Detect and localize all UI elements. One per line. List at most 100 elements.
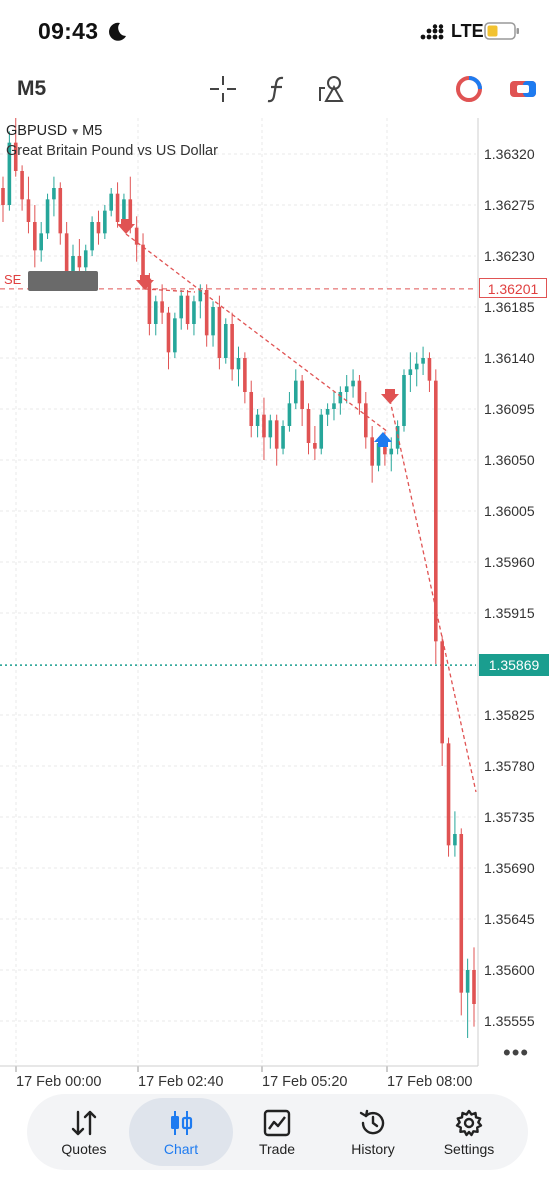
price-tick-label: 1.36185 [484,299,535,315]
candle-body [274,420,279,449]
sell-arrow-icon [117,219,135,234]
candle-body [351,380,355,387]
candle-body [128,199,133,228]
price-tick-label: 1.36140 [484,350,535,366]
indicators-icon[interactable] [263,74,293,104]
candle-body [306,409,311,443]
candle-body [389,448,394,455]
symbol-name: GBPUSD [6,123,68,139]
candle-body [453,834,457,846]
candle-body [52,188,56,200]
candle-body [268,420,273,438]
time-tick-label: 17 Feb 00:00 [16,1074,102,1090]
candle-body [402,375,406,426]
sell-line-label: SE [4,272,22,287]
bottom-navigation: Quotes Chart Trade History [27,1094,528,1170]
candle-body [332,403,336,409]
candle-body [166,312,171,353]
candle-body [408,369,413,375]
bid-price-tag: 1.35869 [479,654,549,676]
candle-body [300,380,304,409]
candle-body [58,188,63,234]
theme-icon[interactable] [454,74,484,104]
candle-body [109,193,114,211]
status-bar: 09:43 LTE [0,0,555,62]
candle-body [77,256,82,268]
nav-settings[interactable]: Settings [417,1098,521,1166]
candle-body [115,193,120,222]
price-tick-label: 1.36005 [484,503,535,519]
candle-body [344,386,349,392]
candle-body [281,426,285,449]
candle-body [173,318,177,353]
candle-body [103,210,107,234]
nav-settings-label: Settings [443,1141,495,1157]
candle-body [223,324,228,358]
price-tick-label: 1.35690 [484,860,535,876]
candle-body [427,358,432,381]
chart-canvas[interactable] [0,118,555,1098]
candle-body [1,188,5,205]
trade-line [125,233,389,433]
candle-body [262,414,266,438]
nav-quotes[interactable]: Quotes [32,1098,136,1166]
nav-trade-label: Trade [258,1141,296,1157]
candle-body [434,380,438,642]
price-tick-label: 1.35915 [484,605,535,621]
candle-body [414,363,419,370]
price-tick-label: 1.36230 [484,248,535,264]
nav-history-label: History [351,1141,395,1157]
candle-body [7,142,12,205]
candle-body [236,358,241,370]
chart-icon [171,1111,193,1135]
nav-chart[interactable]: Chart [129,1098,233,1166]
sell-arrow-icon [136,275,154,290]
trade-line [144,288,196,293]
price-tick-label: 1.35825 [484,707,535,723]
price-tick-label: 1.35600 [484,962,535,978]
crosshair-icon[interactable] [208,74,238,104]
candle-body [217,307,222,358]
nav-history[interactable]: History [321,1098,425,1166]
candle-body [319,414,324,449]
candle-body [160,301,164,313]
price-tick-label: 1.36095 [484,401,535,417]
candle-body [192,301,196,324]
more-options-icon[interactable]: ••• [503,1040,530,1065]
candle-body [376,443,381,466]
candle-body [71,256,75,273]
price-tick-label: 1.36050 [484,452,535,468]
price-tick-label: 1.36320 [484,146,535,162]
candle-body [383,443,387,455]
candle-body [243,358,247,392]
candle-body [363,403,368,438]
dropdown-arrow-icon: ▼ [70,127,81,138]
price-tick-label: 1.35645 [484,911,535,927]
candle-body [472,970,476,1004]
battery-icon [484,22,519,40]
candle-body [45,199,50,234]
timeframe-button[interactable]: M5 [17,77,47,100]
sell-price-tag: 1.36201 [479,278,547,298]
candle-body [20,171,24,200]
time-tick-label: 17 Feb 08:00 [387,1074,473,1090]
candle-body [421,358,425,364]
objects-icon[interactable] [317,74,347,104]
nav-trade[interactable]: Trade [225,1098,329,1166]
symbol-description: Great Britain Pound vs US Dollar [6,143,218,159]
candle-body [338,392,343,404]
candle-body [357,380,362,404]
symbol-timeframe: M5 [82,123,103,139]
quotes-icon [71,1110,97,1136]
sell-arrow-icon [381,389,399,404]
price-tick-label: 1.35960 [484,554,535,570]
candle-body [313,443,317,449]
candle-body [230,324,234,370]
price-tick-label: 1.35555 [484,1013,535,1029]
trade-toggle-icon[interactable] [508,74,538,104]
chart-symbol[interactable]: GBPUSD ▼ M5 [6,123,102,139]
price-chart[interactable] [0,118,555,1098]
moon-icon [109,22,126,41]
price-tick-label: 1.35735 [484,809,535,825]
nav-quotes-label: Quotes [61,1141,107,1157]
